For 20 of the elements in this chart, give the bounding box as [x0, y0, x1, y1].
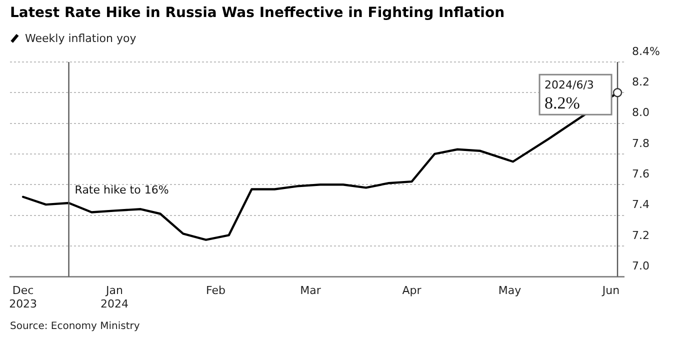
legend-label: Weekly inflation yoy — [25, 32, 136, 45]
x-tick-label: Mar — [300, 284, 322, 298]
x-tick-label: Jan 2024 — [100, 284, 129, 310]
ref-line-label: Rate hike to 16% — [74, 184, 169, 197]
y-tick-label: 8.0 — [632, 106, 650, 120]
x-tick-label: May — [498, 284, 522, 298]
annotation: 2024/6/3 8.2% — [544, 78, 594, 113]
y-tick-label: 7.6 — [632, 167, 650, 180]
y-tick-label: 8.2 — [632, 76, 650, 89]
y-tick-label: 7.4 — [632, 198, 650, 212]
source-note: Source: Economy Ministry — [10, 321, 140, 332]
x-tick-label: Apr — [402, 284, 422, 298]
x-tick-label: Feb — [206, 284, 226, 298]
y-tick-label: 7.0 — [632, 259, 650, 272]
y-tick-label: 8.4% — [632, 44, 660, 58]
y-tick-label: 7.2 — [632, 228, 650, 242]
chart-title: Latest Rate Hike in Russia Was Ineffective in Fighting Inflation — [10, 5, 505, 21]
x-tick-label: Jun — [601, 284, 620, 298]
x-tick-label: Dec 2023 — [9, 284, 38, 310]
y-tick-label: 7.8 — [632, 136, 650, 150]
